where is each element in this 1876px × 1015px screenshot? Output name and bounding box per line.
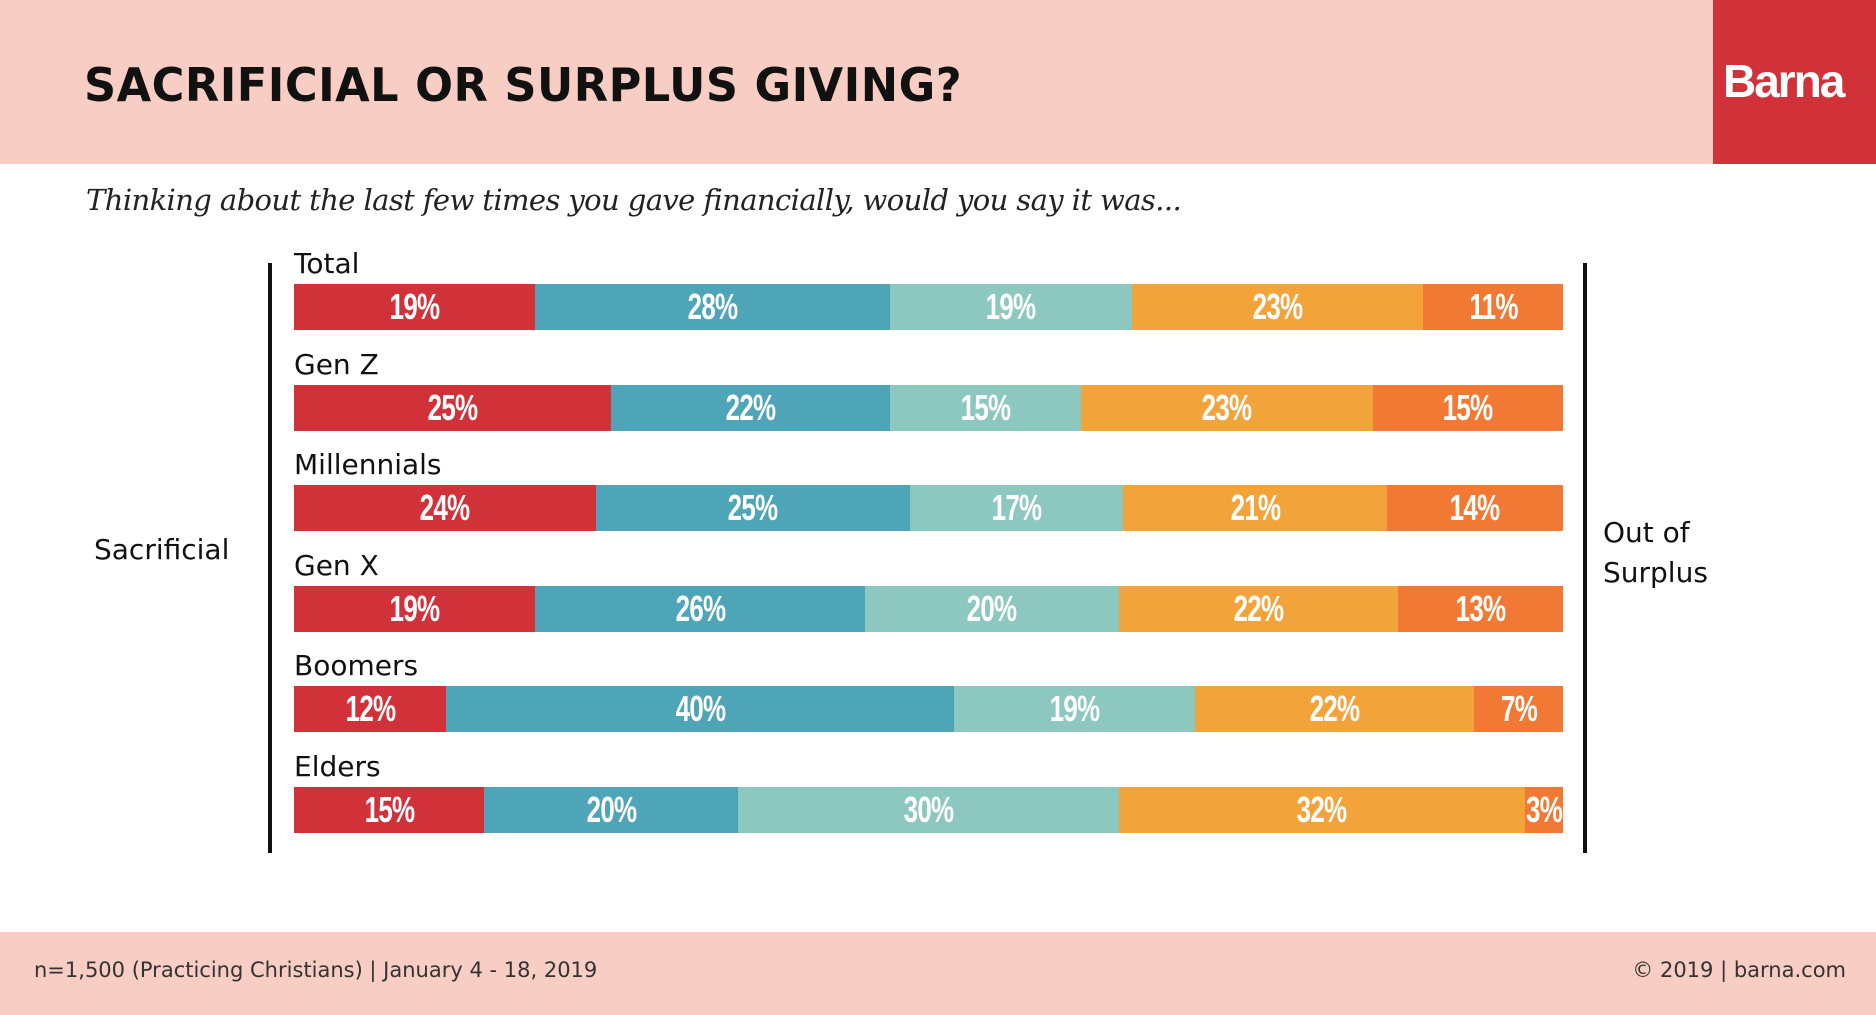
logo-text: Barna	[1723, 55, 1845, 107]
data-label: 17%	[991, 487, 1042, 529]
data-label: 19%	[986, 286, 1036, 327]
bar-segment: 12%	[294, 686, 447, 733]
stacked-bar: 24% 25% 17% 21% 14%	[294, 485, 1563, 532]
bar-segment: 25%	[294, 384, 612, 431]
bar-segment: 26%	[535, 585, 866, 632]
data-label: 3%	[1525, 789, 1563, 830]
bar-segment: 30%	[738, 787, 1119, 833]
data-label: 19%	[1049, 688, 1100, 730]
bar-segment: 25%	[595, 485, 910, 532]
row-label: Boomers	[294, 649, 419, 683]
data-label: 15%	[1442, 386, 1493, 428]
data-label: 23%	[1201, 386, 1252, 428]
bar-segment: 11%	[1423, 284, 1563, 330]
bar-segment: 14%	[1387, 485, 1563, 532]
bar-segment: 24%	[294, 485, 596, 532]
bar-segment: 21%	[1123, 485, 1388, 532]
right-scale-line	[1583, 263, 1587, 853]
data-label: 7%	[1500, 688, 1538, 730]
data-label: 22%	[725, 386, 776, 428]
data-label: 32%	[1296, 789, 1347, 830]
stacked-bar: 12% 40% 19% 22% 7%	[294, 686, 1563, 733]
bar-segment: 22%	[1194, 686, 1475, 733]
data-label: 30%	[903, 789, 954, 830]
bar-segment: 15%	[890, 384, 1081, 431]
header-banner: SACRIFICIAL OR SURPLUS GIVING? Barna	[0, 0, 1876, 164]
copyright: © 2019 | barna.com	[1632, 958, 1846, 982]
bar-segment: 22%	[611, 384, 891, 431]
scale-right-label-text: Out of Surplus	[1603, 516, 1708, 589]
data-label: 21%	[1230, 487, 1281, 529]
bar-segment: 40%	[446, 686, 954, 733]
bar-segment: 19%	[294, 585, 536, 632]
barna-logo: Barna	[1713, 0, 1876, 164]
scale-right-label: Out of Surplus	[1603, 513, 1783, 593]
stacked-bar: 15% 20% 30% 32% 3%	[294, 787, 1563, 833]
data-label: 23%	[1252, 286, 1303, 327]
scale-left-label: Sacrificial	[94, 533, 230, 566]
data-label: 24%	[419, 487, 470, 529]
stacked-bar: 19% 26% 20% 22% 13%	[294, 585, 1563, 632]
data-label: 25%	[427, 386, 478, 428]
bar-segment: 20%	[865, 585, 1119, 632]
bar-segment: 19%	[890, 284, 1132, 330]
row-label: Gen Z	[294, 347, 379, 381]
row-label: Elders	[294, 750, 381, 783]
data-label: 22%	[1233, 587, 1284, 629]
stacked-bar: 25% 22% 15% 23% 15%	[294, 384, 1563, 431]
row-label: Millennials	[294, 448, 442, 482]
bar-segment: 13%	[1398, 585, 1563, 632]
bar-segment: 15%	[294, 787, 485, 833]
data-label: 13%	[1455, 587, 1506, 629]
bar-segment: 22%	[1118, 585, 1399, 632]
chart-title: SACRIFICIAL OR SURPLUS GIVING?	[84, 58, 963, 112]
footer-banner: n=1,500 (Practicing Christians) | Januar…	[0, 932, 1876, 1015]
bar-segment: 23%	[1131, 284, 1424, 330]
bar-segment: 19%	[294, 284, 536, 330]
data-label: 11%	[1469, 286, 1518, 327]
data-label: 19%	[389, 286, 440, 327]
bar-segment: 28%	[535, 284, 891, 330]
data-label: 14%	[1450, 487, 1500, 529]
bar-segment: 20%	[484, 787, 739, 833]
bar-segment: 7%	[1474, 686, 1563, 733]
stacked-bar: 19% 28% 19% 23% 11%	[294, 284, 1563, 330]
bar-segment: 23%	[1080, 384, 1373, 431]
data-label: 28%	[687, 286, 738, 327]
data-label: 20%	[586, 789, 637, 830]
bar-segment: 32%	[1118, 787, 1525, 833]
row-label: Total	[294, 247, 360, 280]
survey-question: Thinking about the last few times you ga…	[86, 183, 1182, 217]
bar-segment: 3%	[1524, 787, 1563, 833]
data-label: 40%	[675, 688, 725, 730]
data-label: 26%	[675, 587, 725, 629]
data-label: 20%	[967, 587, 1017, 629]
row-label: Gen X	[294, 548, 379, 582]
data-label: 19%	[389, 587, 440, 629]
sample-info: n=1,500 (Practicing Christians) | Januar…	[34, 958, 598, 982]
left-scale-line	[268, 263, 272, 853]
data-label: 12%	[345, 688, 395, 730]
bar-segment: 15%	[1372, 384, 1563, 431]
bar-segment: 19%	[953, 686, 1195, 733]
data-label: 22%	[1309, 688, 1360, 730]
bar-segment: 17%	[909, 485, 1124, 532]
data-label: 25%	[727, 487, 778, 529]
data-label: 15%	[960, 386, 1011, 428]
data-label: 15%	[364, 789, 415, 830]
